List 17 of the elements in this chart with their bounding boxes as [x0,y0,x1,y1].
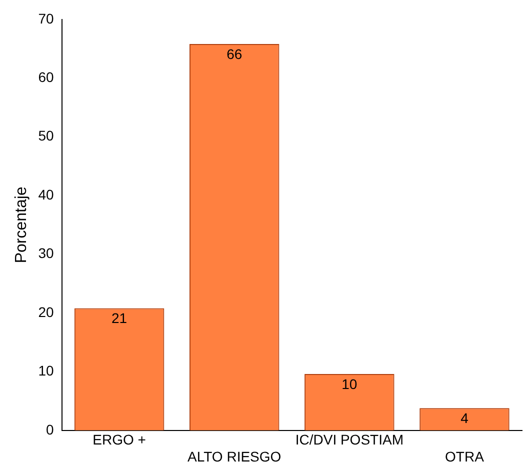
y-tick-label: 50 [38,128,54,144]
y-tick-label: 10 [38,362,54,379]
x-tick-label: ALTO RIESGO [188,448,282,464]
y-tick-label: 30 [38,245,54,262]
data-label: 21 [112,310,128,326]
x-tick-label: ERGO + [92,432,146,448]
data-label: 4 [460,410,469,426]
y-tick-label: 70 [38,10,54,26]
x-tick-label: IC/DVI POSTIAM [295,432,404,448]
y-tick-label: 40 [38,186,54,202]
y-axis-title: Porcentaje [13,186,30,264]
y-tick-label: 20 [38,304,54,320]
y-tick-label: 60 [38,68,54,85]
data-label: 66 [226,46,242,62]
data-label: 10 [342,376,358,392]
x-tick-label: OTRA [445,448,485,464]
y-tick-label: 0 [46,421,54,438]
